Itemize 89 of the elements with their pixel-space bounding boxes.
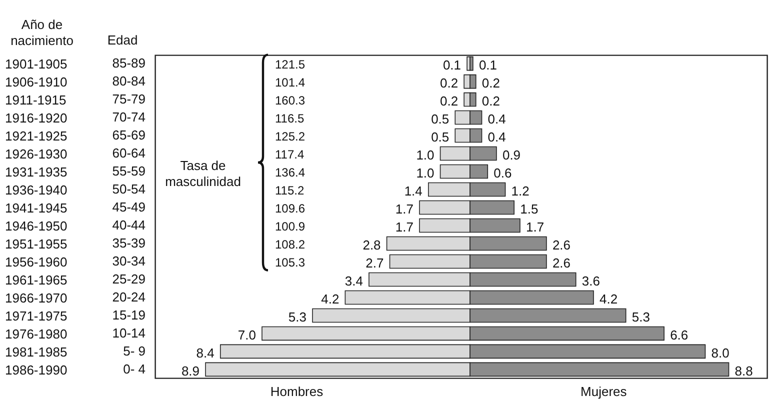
annotation: 100.9 xyxy=(275,219,306,234)
data-label: 0.5 xyxy=(431,130,450,145)
y2-tick-label: 1966-1970 xyxy=(5,290,68,306)
y2-tick-label: 1951-1955 xyxy=(5,236,68,252)
data-label: 0.6 xyxy=(494,166,512,181)
data-label: 0.2 xyxy=(440,94,458,109)
data-label: 8.9 xyxy=(181,363,200,378)
y2-tick-label: 1941-1945 xyxy=(5,200,68,216)
annotation: 121.5 xyxy=(275,58,306,72)
y-tick-label: 25-29 xyxy=(112,271,146,286)
y2-tick-label: 1901-1905 xyxy=(5,56,68,72)
data-label: 1.0 xyxy=(416,166,434,181)
data-label: 6.6 xyxy=(670,327,688,342)
data-label: 0.4 xyxy=(488,130,506,145)
y2-tick-label: 1936-1940 xyxy=(5,182,68,198)
data-label: 5.3 xyxy=(288,309,306,324)
data-label: 1.2 xyxy=(511,184,530,199)
data-label: 2.8 xyxy=(362,237,381,252)
data-label: 0.4 xyxy=(488,112,506,127)
data-label: 2.7 xyxy=(366,255,384,270)
annotation: 101.4 xyxy=(275,76,306,90)
y-tick-label: 45-49 xyxy=(112,200,146,215)
data-label: 1.4 xyxy=(404,184,422,199)
y2-tick-label: 1961-1965 xyxy=(5,272,68,288)
annotation: Tasa de masculinidad xyxy=(165,158,241,189)
data-label: 4.2 xyxy=(321,291,340,306)
y-tick-label: 80-84 xyxy=(112,74,146,89)
text: Año de nacimiento xyxy=(10,17,74,48)
y2-tick-label: 1906-1910 xyxy=(5,74,68,90)
y2-tick-label: 1946-1950 xyxy=(5,218,68,234)
y2-tick-label: 1926-1930 xyxy=(5,146,68,162)
y-tick-label: 20-24 xyxy=(112,289,146,304)
data-label: 1.7 xyxy=(526,219,544,234)
data-label: 1.5 xyxy=(520,202,538,217)
y-tick-label: 10-14 xyxy=(112,325,146,340)
data-label: 7.0 xyxy=(238,327,256,342)
data-label: 0.2 xyxy=(482,76,500,91)
data-label: 0.2 xyxy=(440,76,458,91)
data-label: 1.7 xyxy=(395,202,414,217)
annotation: 136.4 xyxy=(275,166,306,180)
annotation: 160.3 xyxy=(275,94,306,108)
data-label: 3.6 xyxy=(582,273,600,288)
annotation: 109.6 xyxy=(275,202,306,216)
y-tick-label: 70-74 xyxy=(112,110,146,125)
annotation: 116.5 xyxy=(275,112,304,126)
annotation: 117.4 xyxy=(275,148,304,162)
y-tick-label: 30-34 xyxy=(112,253,146,268)
y-tick-label: 0- 4 xyxy=(123,361,146,376)
annotation: 105.3 xyxy=(275,255,306,270)
data-label: 3.4 xyxy=(344,273,363,288)
y2-tick-label: 1956-1960 xyxy=(5,254,68,270)
y-tick-label: 35-39 xyxy=(112,235,146,250)
data-label: 8.0 xyxy=(711,345,730,360)
y-tick-label: 5- 9 xyxy=(123,343,146,358)
y2-tick-label: 1921-1925 xyxy=(5,128,68,144)
annotation: 108.2 xyxy=(275,237,306,252)
series-label: Hombres xyxy=(270,384,324,399)
data-label: 0.5 xyxy=(431,112,450,127)
data-label: 1.7 xyxy=(395,219,414,234)
data-label: 8.4 xyxy=(196,345,214,360)
data-label: 0.1 xyxy=(442,58,462,73)
y2-tick-label: 1976-1980 xyxy=(5,326,68,342)
data-label: 1.0 xyxy=(416,148,434,163)
y2-tick-label: 1971-1975 xyxy=(5,308,68,324)
y2-tick-label: 1931-1935 xyxy=(5,164,68,180)
data-label: 0.9 xyxy=(502,148,521,163)
y-axis-title: Edad xyxy=(107,32,138,48)
y-tick-label: 15-19 xyxy=(112,307,146,322)
y-tick-label: 75-79 xyxy=(112,92,146,107)
data-label: 4.2 xyxy=(600,291,618,306)
y-tick-label: 85-89 xyxy=(112,56,146,71)
data-label: 5.3 xyxy=(632,309,650,324)
data-label: 0.2 xyxy=(482,94,500,109)
y-tick-label: 65-69 xyxy=(112,128,146,143)
series-label: Mujeres xyxy=(580,384,628,399)
data-label: 0.1 xyxy=(478,58,498,73)
y2-tick-label: 1986-1990 xyxy=(5,362,68,378)
y2-tick-label: 1981-1985 xyxy=(5,344,68,360)
data-label: 2.6 xyxy=(552,255,571,270)
annotation: 125.2 xyxy=(275,130,306,144)
y-tick-label: 55-59 xyxy=(112,164,146,179)
y-tick-label: 40-44 xyxy=(112,217,146,232)
data-label: 2.6 xyxy=(552,237,571,252)
y2-tick-label: 1911-1915 xyxy=(5,92,66,108)
y2-tick-label: 1916-1920 xyxy=(5,110,68,126)
annotation: 115.2 xyxy=(275,184,304,198)
y-tick-label: 60-64 xyxy=(112,146,146,161)
data-label: 8.8 xyxy=(734,363,753,378)
y-tick-label: 50-54 xyxy=(112,182,146,197)
